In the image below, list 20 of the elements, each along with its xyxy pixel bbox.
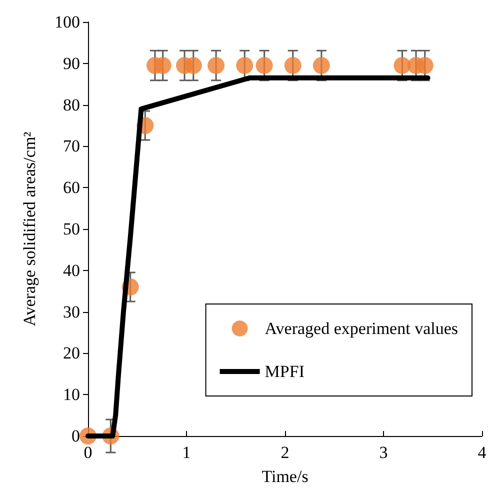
y-tick-label: 100 bbox=[54, 12, 80, 32]
x-tick-label: 4 bbox=[478, 443, 487, 462]
y-tick-label: 50 bbox=[63, 220, 80, 238]
x-tick-label: 3 bbox=[379, 443, 388, 462]
y-tick-label: 70 bbox=[63, 136, 80, 156]
y-tick-label: 80 bbox=[63, 95, 80, 114]
x-tick-label: 2 bbox=[280, 443, 290, 462]
y-tick-label: 60 bbox=[63, 178, 80, 198]
y-tick-label: 20 bbox=[63, 344, 80, 363]
x-tick-label: 1 bbox=[182, 443, 191, 462]
y-tick-label: 10 bbox=[63, 385, 80, 404]
y-axis-title: Average solidified areas/cm² bbox=[20, 132, 39, 326]
legend-label: MPFI bbox=[264, 362, 305, 381]
y-tick-label: 40 bbox=[63, 260, 80, 280]
y-tick-label: 0 bbox=[72, 426, 80, 446]
y-tick-label: 90 bbox=[63, 54, 80, 73]
y-tick-label: 30 bbox=[63, 302, 80, 322]
x-axis-title: Time/s bbox=[262, 467, 308, 486]
x-tick-label: 0 bbox=[84, 443, 92, 462]
legend-label: Averaged experiment values bbox=[264, 319, 458, 338]
